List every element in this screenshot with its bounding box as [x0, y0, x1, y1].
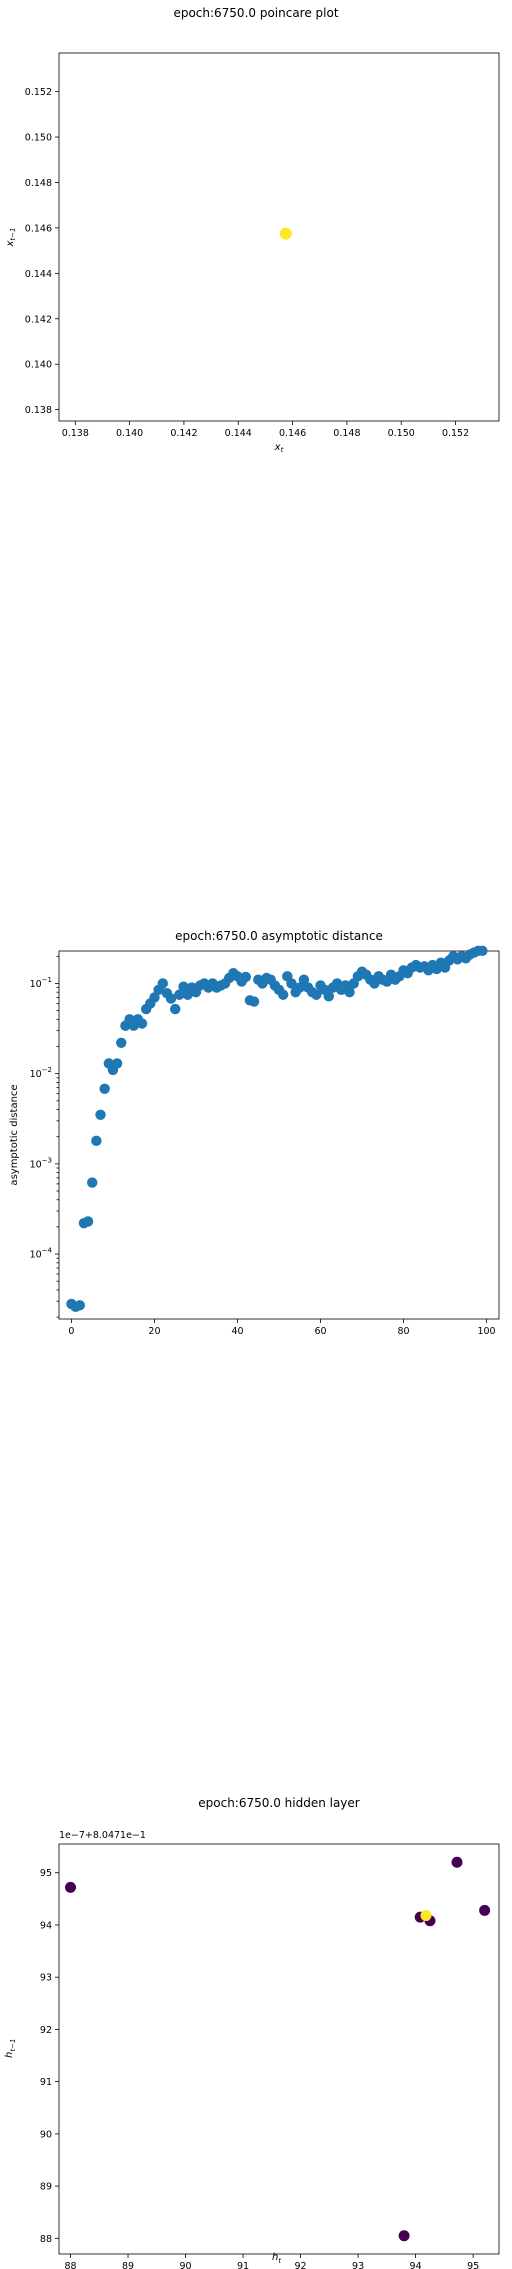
hidden-title: epoch:6750.0 hidden layer — [198, 1796, 360, 1810]
y-tick-label: 90 — [40, 2129, 52, 2140]
data-point — [477, 945, 488, 957]
y-tick-label: 92 — [40, 2025, 52, 2036]
y-tick-label: 10−1 — [30, 976, 52, 990]
x-tick-label: 89 — [122, 2261, 134, 2269]
y-tick-label: 95 — [40, 1868, 52, 1879]
x-tick-label: 0.150 — [388, 428, 415, 439]
data-point — [294, 982, 305, 993]
x-tick-label: 93 — [352, 2261, 364, 2269]
data-point — [91, 1135, 102, 1147]
x-tick-label: 0.148 — [333, 428, 360, 439]
y-tick-label: 0.138 — [25, 405, 52, 416]
data-point — [111, 1058, 123, 1069]
data-point — [277, 989, 289, 1000]
data-point — [82, 1216, 94, 1227]
hidden-xlabel: ht — [272, 2252, 282, 2265]
x-tick-label: 0 — [68, 1326, 74, 1337]
data-point — [344, 987, 355, 998]
data-point — [420, 1910, 432, 1922]
data-point — [248, 996, 260, 1007]
data-point — [174, 989, 185, 1000]
y-tick-label: 0.144 — [25, 269, 52, 280]
data-point — [479, 1904, 491, 1916]
x-tick-label: 92 — [295, 2261, 307, 2269]
asymptotic-title: epoch:6750.0 asymptotic distance — [175, 929, 383, 943]
data-point — [116, 1037, 127, 1048]
hidden-plot-frame — [58, 1843, 500, 2255]
x-tick-label: 60 — [314, 1326, 326, 1337]
y-tick-label: 88 — [40, 2234, 52, 2245]
y-tick-label: 0.142 — [25, 314, 52, 325]
data-point — [157, 978, 168, 989]
asymptotic-ylabel: asymptotic distance — [9, 1084, 20, 1185]
data-point — [149, 992, 160, 1003]
y-tick-label: 0.150 — [25, 133, 52, 144]
data-point — [323, 991, 335, 1002]
x-tick-label: 88 — [64, 2261, 76, 2269]
data-point — [398, 2230, 410, 2242]
x-tick-label: 91 — [237, 2261, 249, 2269]
y-tick-label: 0.152 — [25, 87, 52, 98]
y-tick-label: 0.148 — [25, 178, 52, 189]
x-tick-label: 0.140 — [116, 428, 143, 439]
data-point — [136, 1018, 148, 1029]
x-tick-label: 0.152 — [442, 428, 469, 439]
hidden-chart: epoch:6750.0 hidden layer 1e−7+8.0471e−1… — [40, 1796, 500, 2269]
poincare-chart: epoch:6750.0 poincare plot 0.138 0.140 0.1… — [5, 6, 500, 454]
hidden-y-offset-label: 1e−7+8.0471e−1 — [59, 1830, 146, 1841]
data-point — [240, 971, 251, 983]
y-tick-label: 10−3 — [30, 1156, 52, 1170]
hidden-ylabel: ht−1 — [4, 2038, 17, 2058]
data-point — [74, 1300, 85, 1311]
x-tick-label: 0.138 — [62, 428, 89, 439]
y-tick-label: 0.146 — [25, 223, 52, 234]
data-point — [311, 989, 322, 1000]
data-point — [298, 974, 310, 985]
data-point — [170, 1003, 181, 1015]
x-tick-label: 0.146 — [279, 428, 306, 439]
x-tick-label: 0.142 — [170, 428, 197, 439]
data-point — [87, 1177, 98, 1188]
data-point — [451, 1856, 463, 1868]
y-tick-label: 0.140 — [25, 360, 52, 371]
x-tick-label: 95 — [467, 2261, 479, 2269]
poincare-ylabel: xt−1 — [5, 228, 17, 248]
y-tick-label: 89 — [40, 2182, 52, 2193]
poincare-title: epoch:6750.0 poincare plot — [173, 6, 338, 20]
x-tick-label: 90 — [179, 2261, 191, 2269]
data-point — [178, 981, 189, 992]
y-tick-label: 91 — [40, 2077, 52, 2088]
data-point — [286, 978, 297, 989]
x-tick-label: 94 — [410, 2261, 422, 2269]
data-point — [165, 993, 177, 1004]
asymptotic-chart: epoch:6750.0 asymptotic distance 0 20 40 60… — [9, 929, 500, 1337]
x-tick-label: 100 — [477, 1326, 495, 1337]
y-tick-label: 94 — [40, 1920, 52, 1931]
asymptotic-plot-frame — [58, 950, 500, 1320]
data-point — [99, 1083, 110, 1094]
y-tick-label: 10−4 — [30, 1247, 53, 1261]
x-tick-label: 0.144 — [225, 428, 252, 439]
data-point — [65, 1881, 77, 1893]
y-tick-label: 10−2 — [30, 1066, 52, 1080]
data-point — [95, 1109, 106, 1120]
poincare-xlabel: xt — [274, 442, 284, 454]
y-tick-label: 93 — [40, 1973, 52, 1984]
poincare-plot-frame — [58, 52, 500, 422]
x-tick-label: 80 — [397, 1326, 409, 1337]
x-tick-label: 20 — [148, 1326, 160, 1337]
x-tick-label: 40 — [231, 1326, 243, 1337]
data-point — [279, 227, 292, 240]
